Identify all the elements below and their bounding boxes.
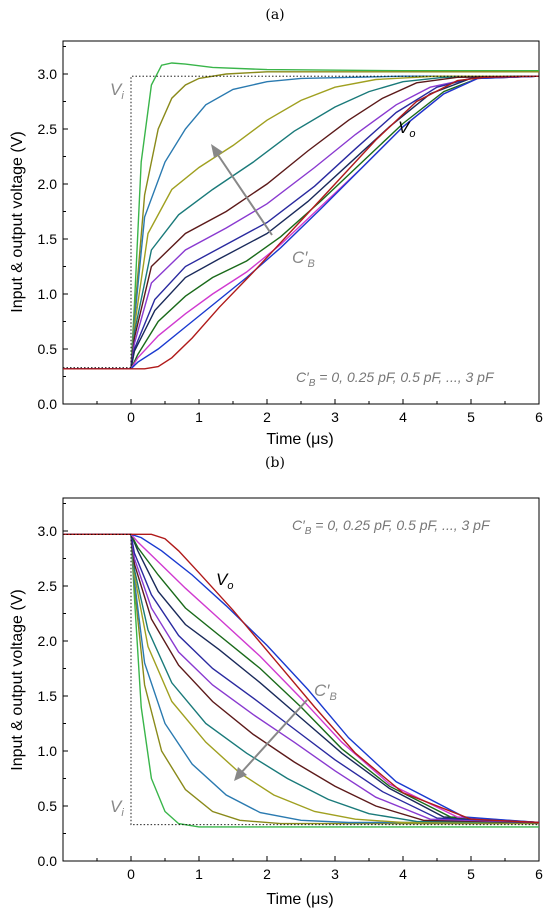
panel-b-x-tick-label: 3 (331, 866, 339, 882)
panel-b-series-12 (63, 533, 540, 824)
panel-b-x-tick-label: 0 (127, 866, 135, 882)
panel-b-x-tick-label: 6 (535, 866, 543, 882)
panel-a-y-tick-label: 1.5 (38, 231, 58, 247)
panel-a-input-vi (63, 75, 539, 369)
panel-b-arrow (234, 699, 308, 781)
panel-b-y-tick-label: 1.0 (38, 743, 58, 759)
panel-b-series-group (63, 533, 540, 828)
panel-b-series-7 (63, 533, 540, 824)
panel-a-y-axis-label: Input & output voltage (V) (9, 131, 26, 312)
panel-b-y-tick-label: 0.0 (38, 853, 58, 869)
panel-a-x-tick-label: 5 (467, 409, 475, 425)
panel-a-vi-label: Vi (110, 80, 124, 102)
panel-a-y-tick-label: 0.0 (38, 396, 58, 412)
panel-a-arrow (211, 144, 273, 236)
panel-a-series-12 (63, 75, 540, 370)
panel-b-vo-label: Vo (216, 570, 233, 592)
panel-a-y-tick-label: 1.0 (38, 286, 58, 302)
panel-b-y-tick-label: 2.5 (38, 578, 58, 594)
panel-b-x-tick-label: 1 (195, 866, 203, 882)
panel-a-series-11 (63, 75, 540, 370)
panel-b-series-6 (63, 533, 540, 824)
panel-a-x-tick-label: 0 (127, 409, 135, 425)
panel-b-series-10 (63, 533, 540, 824)
panel-b-cb-label: C′B (314, 681, 337, 703)
panel-a-note: C′B = 0, 0.25 pF, 0.5 pF, ..., 3 pF (296, 369, 495, 389)
panel-a-x-axis-label: Time (μs) (266, 431, 333, 448)
panel-b-series-8 (63, 533, 540, 824)
panel-a: (a) 0 1 2 3 4 5 6 0.0 0.5 1.0 1.5 2.0 2.5 3.0 Time (μ… (9, 7, 543, 448)
panel-a-cb-label: C′B (292, 248, 315, 270)
panel-b-y-tick-label: 1.5 (38, 688, 58, 704)
panel-b-label: (b) (265, 455, 285, 471)
panel-b-series-5 (63, 533, 540, 824)
panel-a-series-4 (63, 75, 540, 370)
panel-b-y-tick-label: 3.0 (38, 523, 58, 539)
panel-a-series-9 (63, 75, 540, 370)
panel-a-series-5 (63, 75, 540, 370)
panel-b-x-axis-label: Time (μs) (266, 891, 333, 908)
panel-a-x-tick-label: 6 (535, 409, 543, 425)
panel-a-x-tick-label: 4 (399, 409, 407, 425)
panel-b-y-tick-label: 0.5 (38, 798, 58, 814)
panel-a-y-tick-label: 2.5 (38, 121, 58, 137)
panel-a-x-tick-label: 2 (263, 409, 271, 425)
panel-b-y-axis-label: Input & output voltage (V) (9, 589, 26, 770)
panel-a-y-tick-label: 0.5 (38, 341, 58, 357)
panel-b-vi-label: Vi (110, 797, 124, 819)
panel-a-label: (a) (265, 7, 284, 23)
panel-b-series-9 (63, 533, 540, 824)
panel-a-y-tick-label: 2.0 (38, 176, 58, 192)
panel-a-vo-label: Vo (398, 118, 415, 140)
panel-a-series-group (63, 62, 540, 370)
panel-a-x-tick-label: 3 (331, 409, 339, 425)
panel-b-x-tick-label: 2 (263, 866, 271, 882)
panel-b-series-3 (63, 533, 539, 824)
panel-b-x-tick-label: 4 (399, 866, 407, 882)
panel-b-y-tick-label: 2.0 (38, 633, 58, 649)
panel-b-note: C′B = 0, 0.25 pF, 0.5 pF, ..., 3 pF (292, 517, 491, 537)
panel-a-x-tick-label: 1 (195, 409, 203, 425)
panel-a-series-3 (63, 75, 539, 370)
panel-b-x-tick-label: 5 (467, 866, 475, 882)
panel-b: (b) 0 1 2 3 4 5 6 0.0 0.5 1.0 1.5 2.0 2.5 3.0 Time (μ… (9, 455, 543, 908)
panel-a-y-tick-label: 3.0 (38, 66, 58, 82)
panel-a-series-7 (63, 75, 540, 370)
panel-a-series-6 (63, 75, 540, 370)
